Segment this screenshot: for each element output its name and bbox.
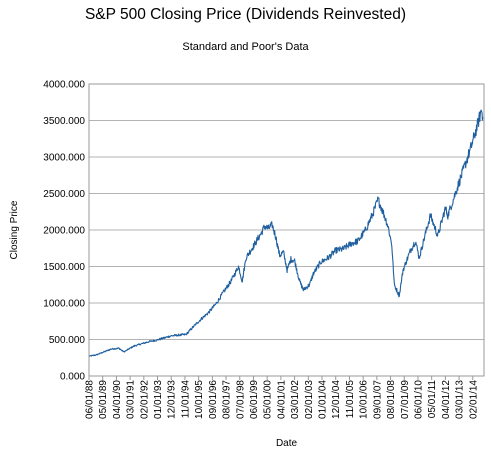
x-tick-label: 10/01/95 xyxy=(194,380,205,419)
x-tick-label: 03/01/02 xyxy=(290,380,301,419)
y-tick-label: 2500.000 xyxy=(43,189,85,200)
x-tick-label: 03/01/13 xyxy=(455,380,466,419)
x-tick-label: 11/01/05 xyxy=(345,380,356,419)
x-tick-label: 12/01/04 xyxy=(331,380,342,419)
x-tick-label: 09/01/96 xyxy=(208,380,219,419)
x-tick-label: 04/01/12 xyxy=(441,380,452,419)
x-tick-label: 12/01/93 xyxy=(167,380,178,419)
x-tick-label: 07/01/09 xyxy=(400,380,411,419)
y-tick-label: 3500.000 xyxy=(43,116,85,127)
y-tick-label: 4000.000 xyxy=(43,80,85,91)
series-group xyxy=(88,109,484,357)
chart-title: S&P 500 Closing Price (Dividends Reinves… xyxy=(84,6,407,23)
y-axis-ticks: 0.000 500.000 1000.000 1500.000 2000.000 2500… xyxy=(43,80,85,383)
x-tick-label: 05/01/89 xyxy=(98,380,109,419)
x-tick-label: 02/01/92 xyxy=(139,380,150,419)
x-tick-label: 01/01/93 xyxy=(153,380,164,419)
y-tick-label: 1500.000 xyxy=(43,262,85,273)
chart-subtitle: Standard and Poor's Data xyxy=(182,41,309,53)
gridlines xyxy=(89,83,484,377)
x-tick-label: 02/01/03 xyxy=(304,380,315,419)
plot-frame xyxy=(88,83,485,377)
x-tick-label: 01/01/04 xyxy=(318,380,329,419)
x-axis-label: Date xyxy=(276,438,298,449)
x-tick-label: 10/01/06 xyxy=(359,380,370,419)
x-axis-ticks: 06/01/88 05/01/89 04/01/90 03/01/91 02/01/92… xyxy=(85,376,479,419)
x-tick-label: 04/01/90 xyxy=(112,380,123,419)
x-tick-label: 11/01/94 xyxy=(180,380,191,419)
x-tick-label: 09/01/07 xyxy=(372,380,383,419)
x-tick-label: 08/01/08 xyxy=(386,380,397,419)
x-tick-label: 06/01/88 xyxy=(85,380,96,419)
x-tick-label: 06/01/99 xyxy=(249,380,260,419)
x-tick-label: 06/01/10 xyxy=(413,380,424,419)
y-tick-label: 3000.000 xyxy=(43,153,85,164)
y-tick-label: 500.000 xyxy=(49,335,86,346)
x-tick-label: 05/01/00 xyxy=(263,380,274,419)
y-axis-label: Closing Price xyxy=(9,200,20,259)
x-tick-label: 02/01/14 xyxy=(468,380,479,419)
x-tick-label: 08/01/97 xyxy=(222,380,233,419)
y-tick-label: 2000.000 xyxy=(43,226,85,237)
x-tick-label: 03/01/91 xyxy=(126,380,137,419)
x-tick-label: 04/01/01 xyxy=(276,380,287,419)
x-tick-label: 05/01/11 xyxy=(427,380,438,419)
x-tick-label: 07/01/98 xyxy=(235,380,246,419)
y-tick-label: 0.000 xyxy=(60,372,85,383)
y-tick-label: 1000.000 xyxy=(43,299,85,310)
series-line xyxy=(88,109,484,357)
